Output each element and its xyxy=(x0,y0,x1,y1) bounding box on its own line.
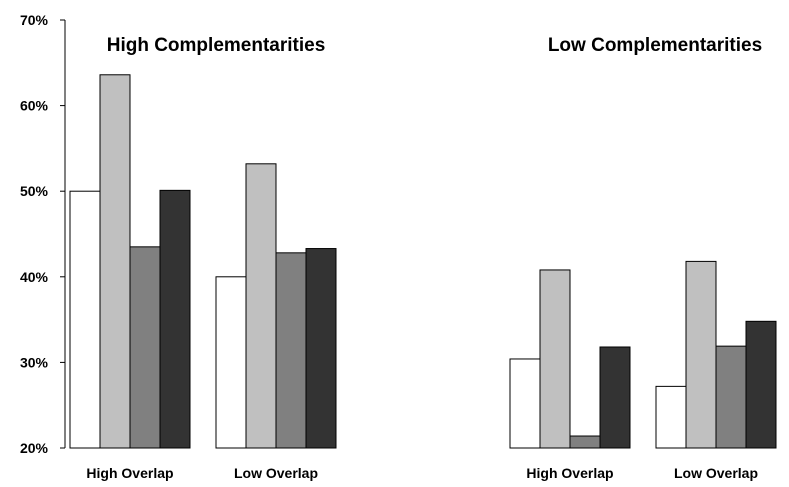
category-label: High Overlap xyxy=(86,465,173,481)
bar xyxy=(509,358,541,449)
bar xyxy=(655,385,687,449)
y-tick-label: 40% xyxy=(20,269,49,285)
bar xyxy=(685,260,717,449)
panel-title: Low Complementarities xyxy=(548,35,762,56)
category-label: Low Overlap xyxy=(234,465,318,481)
y-tick-label: 50% xyxy=(20,183,49,199)
bar xyxy=(159,189,191,449)
bar xyxy=(275,252,307,449)
y-axis: 20% 30% 40% 50% 60% 70% xyxy=(20,12,66,456)
y-tick-label: 70% xyxy=(20,12,49,28)
bar xyxy=(745,320,777,449)
category-label: High Overlap xyxy=(526,465,613,481)
panel-title: High Complementarities xyxy=(107,35,326,56)
bars xyxy=(69,74,777,449)
bar xyxy=(305,248,337,449)
bar xyxy=(539,269,571,449)
bar xyxy=(569,435,601,449)
bar xyxy=(599,346,631,449)
y-tick-label: 60% xyxy=(20,98,49,114)
category-label: Low Overlap xyxy=(674,465,758,481)
y-tick-label: 20% xyxy=(20,440,49,456)
y-tick-label: 30% xyxy=(20,354,49,370)
bar xyxy=(69,190,101,449)
bar xyxy=(129,246,161,449)
bar xyxy=(715,345,747,449)
bar xyxy=(99,74,131,449)
bar xyxy=(245,163,277,449)
bar xyxy=(215,276,247,449)
category-labels: High Overlap Low Overlap High Overlap Low O… xyxy=(86,465,758,481)
group-titles: High Complementarities Low Complementarit… xyxy=(107,35,762,56)
